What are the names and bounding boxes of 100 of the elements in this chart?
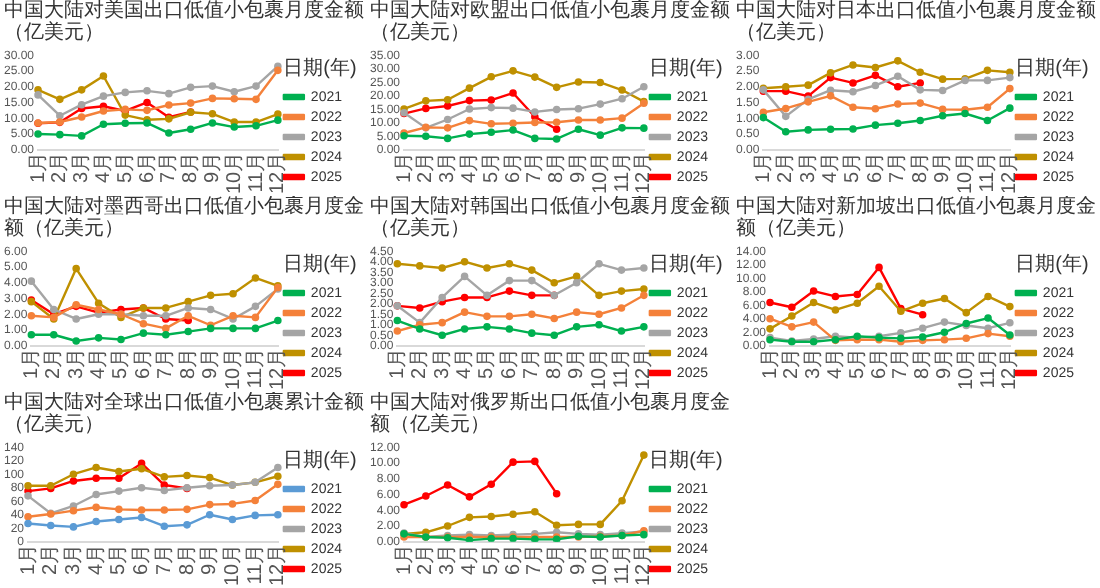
x-tick-label: 3月 [71, 151, 94, 183]
x-tick-label: 12月 [999, 151, 1022, 194]
x-tick-label: 12月 [267, 151, 290, 194]
x-tick-label: 4月 [820, 151, 843, 183]
x-tick-label: 7月 [890, 347, 913, 379]
legend-title: 日期(年) [649, 447, 723, 472]
x-tick-label: 1月 [386, 347, 409, 379]
x-tick-label: 8月 [909, 151, 932, 183]
x-tick-label: 4月 [88, 347, 111, 379]
x-tick-label: 9月 [199, 543, 222, 575]
x-tick-label: 4月 [824, 347, 847, 379]
x-tick-label: 5月 [846, 347, 869, 379]
x-tick-label: 9月 [933, 347, 956, 379]
x-tick-label: 4月 [85, 543, 108, 575]
x-tick-label: 10月 [221, 543, 244, 586]
x-tick-label: 3月 [62, 543, 85, 575]
x-tick-label: 5月 [480, 151, 503, 183]
x-tick-label: 4月 [458, 151, 481, 183]
x-tick-label: 8月 [546, 151, 569, 183]
x-tick-label: 12月 [633, 151, 656, 194]
x-tick-label: 3月 [437, 543, 460, 575]
x-tick-label: 11月 [245, 151, 268, 193]
x-tick-label: 3月 [803, 347, 826, 379]
x-tick-label: 7月 [155, 347, 178, 379]
x-tick-label: 9月 [567, 151, 590, 183]
x-tick-label: 11月 [976, 151, 999, 193]
x-tick-label: 1月 [393, 151, 416, 183]
x-tick-label: 6月 [868, 347, 891, 379]
x-tick-label: 3月 [437, 151, 460, 183]
x-tick-label: 2月 [415, 151, 438, 183]
legend-title: 日期(年) [649, 251, 723, 276]
x-tick-label: 12月 [999, 347, 1022, 390]
x-tick-label: 10月 [589, 543, 612, 586]
x-tick-label: 11月 [977, 347, 1000, 389]
x-tick-label: 6月 [864, 151, 887, 183]
x-tick-label: 12月 [633, 347, 656, 390]
x-tick-label: 6月 [136, 151, 159, 183]
x-tick-label: 8月 [176, 543, 199, 575]
legend-title: 日期(年) [1015, 251, 1089, 276]
x-tick-label: 6月 [498, 347, 521, 379]
x-tick-label: 7月 [158, 151, 181, 183]
x-tick-label: 6月 [502, 151, 525, 183]
x-tick-label: 3月 [431, 347, 454, 379]
x-tick-label: 9月 [200, 347, 223, 379]
x-tick-label: 12月 [633, 543, 656, 586]
x-tick-label: 10月 [955, 347, 978, 390]
x-tick-label: 1月 [20, 347, 43, 379]
x-tick-label: 3月 [797, 151, 820, 183]
x-tick-label: 4月 [458, 543, 481, 575]
x-tick-label: 11月 [610, 347, 633, 389]
x-tick-label: 7月 [524, 543, 547, 575]
x-tick-label: 10月 [588, 347, 611, 390]
x-tick-label: 8月 [546, 543, 569, 575]
legend-title: 日期(年) [1015, 55, 1089, 80]
x-tick-label: 10月 [589, 151, 612, 194]
x-tick-label: 1月 [17, 543, 40, 575]
legend-title: 日期(年) [283, 251, 357, 276]
x-tick-label: 8月 [177, 347, 200, 379]
x-tick-label: 5月 [842, 151, 865, 183]
x-tick-label: 12月 [267, 543, 290, 586]
x-tick-label: 2月 [781, 347, 804, 379]
x-tick-label: 5月 [110, 347, 133, 379]
x-tick-label: 10月 [954, 151, 977, 194]
x-tick-label: 8月 [543, 347, 566, 379]
x-tick-label: 7月 [521, 347, 544, 379]
x-tick-label: 5月 [114, 151, 137, 183]
x-tick-label: 11月 [611, 543, 634, 585]
x-tick-label: 9月 [566, 347, 589, 379]
x-tick-label: 9月 [567, 543, 590, 575]
x-tick-label: 4月 [454, 347, 477, 379]
x-tick-label: 3月 [65, 347, 88, 379]
x-tick-label: 5月 [476, 347, 499, 379]
x-tick-label: 11月 [611, 151, 634, 193]
x-tick-label: 6月 [131, 543, 154, 575]
x-tick-label: 8月 [912, 347, 935, 379]
x-tick-label: 11月 [244, 543, 267, 585]
x-tick-label: 2月 [49, 151, 72, 183]
x-tick-label: 2月 [40, 543, 63, 575]
x-tick-label: 5月 [108, 543, 131, 575]
x-tick-label: 4月 [92, 151, 115, 183]
x-tick-label: 11月 [244, 347, 267, 389]
x-tick-label: 2月 [409, 347, 432, 379]
x-tick-label: 5月 [480, 543, 503, 575]
x-tick-label: 6月 [132, 347, 155, 379]
x-tick-label: 10月 [223, 151, 246, 194]
x-tick-label: 9月 [201, 151, 224, 183]
x-tick-label: 6月 [502, 543, 525, 575]
x-tick-label: 1月 [752, 151, 775, 183]
x-tick-label: 1月 [27, 151, 50, 183]
x-tick-label: 7月 [524, 151, 547, 183]
x-tick-label: 2月 [43, 347, 66, 379]
x-tick-label: 2月 [415, 543, 438, 575]
x-tick-label: 1月 [759, 347, 782, 379]
x-tick-label: 7月 [153, 543, 176, 575]
legend-title: 日期(年) [283, 55, 357, 80]
x-tick-label: 1月 [393, 543, 416, 575]
x-tick-label: 2月 [775, 151, 798, 183]
x-tick-label: 8月 [180, 151, 203, 183]
legend-title: 日期(年) [283, 447, 357, 472]
x-tick-label: 7月 [887, 151, 910, 183]
